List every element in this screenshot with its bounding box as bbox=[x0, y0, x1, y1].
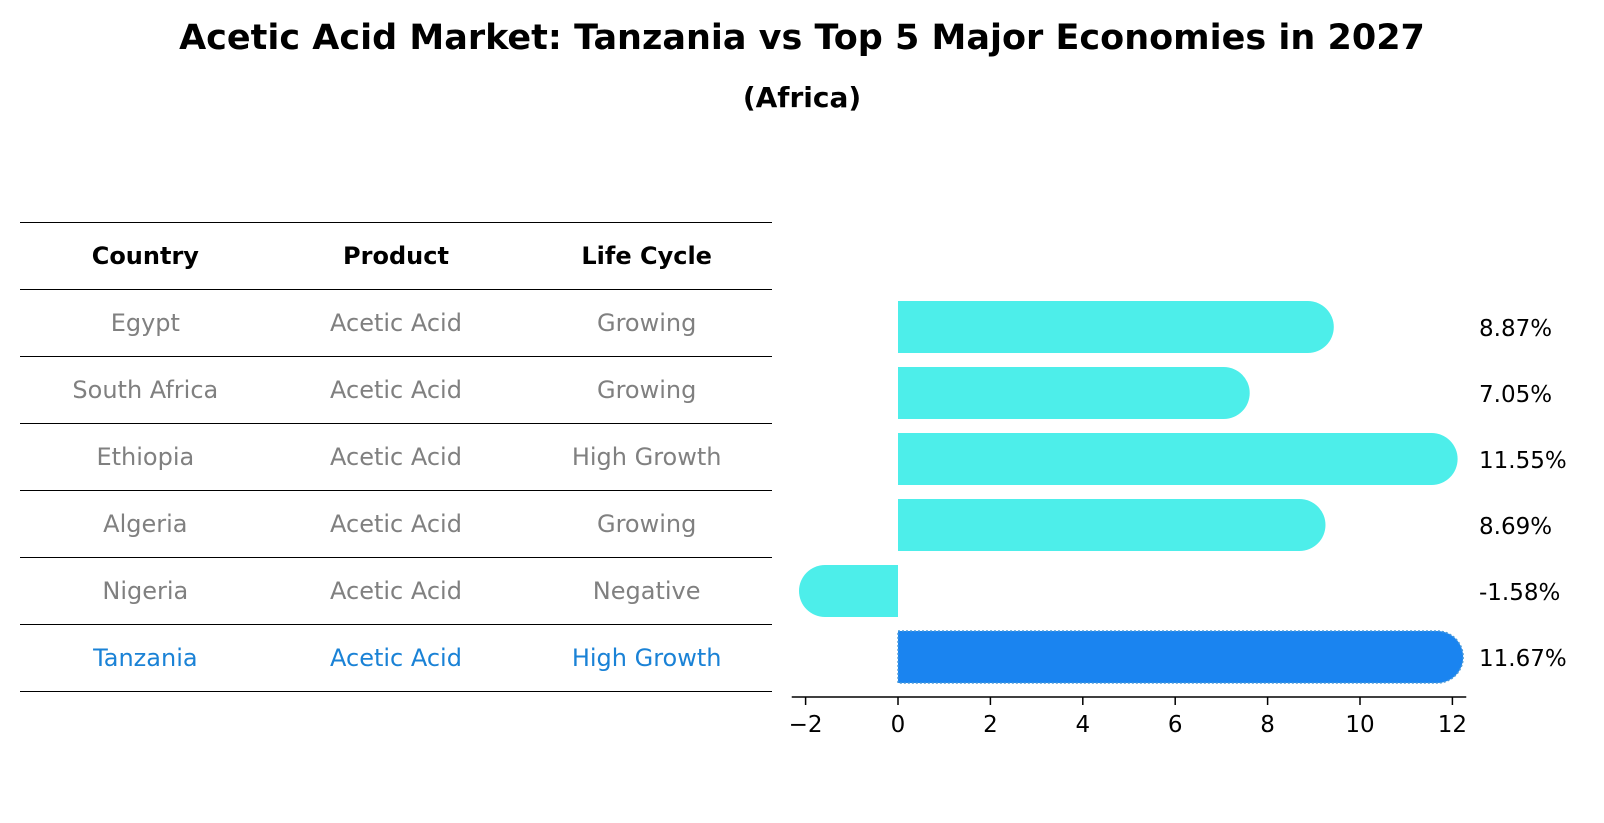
header-country: Country bbox=[20, 222, 271, 290]
cell-life-cycle: Growing bbox=[521, 490, 772, 558]
data-label-tanzania: 11.67% bbox=[1479, 646, 1567, 672]
data-label-south-africa: 7.05% bbox=[1479, 382, 1552, 408]
bar-south-africa bbox=[898, 367, 1250, 419]
x-tick-label: 10 bbox=[1345, 712, 1374, 738]
x-tick-label: −2 bbox=[789, 712, 823, 738]
table-header-row: Country Product Life Cycle bbox=[20, 222, 772, 290]
cell-product: Acetic Acid bbox=[270, 289, 522, 357]
cell-country: Tanzania bbox=[20, 624, 271, 692]
x-tick-label: 8 bbox=[1260, 712, 1275, 738]
bar-ethiopia bbox=[898, 433, 1458, 485]
chart-subtitle: (Africa) bbox=[742, 81, 862, 114]
table-row: Algeria Acetic Acid Growing bbox=[20, 490, 772, 558]
bar-nigeria bbox=[799, 565, 898, 617]
header-product: Product bbox=[270, 222, 522, 290]
cell-life-cycle: Negative bbox=[521, 557, 772, 625]
cell-country: Ethiopia bbox=[20, 423, 271, 491]
cell-product: Acetic Acid bbox=[270, 490, 522, 558]
data-label-nigeria: -1.58% bbox=[1479, 580, 1560, 606]
data-label-algeria: 8.69% bbox=[1479, 514, 1552, 540]
cell-product: Acetic Acid bbox=[270, 624, 522, 692]
cell-life-cycle: High Growth bbox=[521, 423, 772, 491]
cell-country: Egypt bbox=[20, 289, 271, 357]
x-tick-label: 0 bbox=[891, 712, 906, 738]
chart-title: Acetic Acid Market: Tanzania vs Top 5 Ma… bbox=[179, 18, 1425, 58]
data-label-egypt: 8.87% bbox=[1479, 316, 1552, 342]
table-row: South Africa Acetic Acid Growing bbox=[20, 356, 772, 424]
cell-country: Algeria bbox=[20, 490, 271, 558]
x-tick-label: 12 bbox=[1438, 712, 1467, 738]
bar-algeria bbox=[898, 499, 1326, 551]
x-tick-label: 6 bbox=[1168, 712, 1183, 738]
bar-tanzania bbox=[897, 630, 1464, 684]
table-row: Ethiopia Acetic Acid High Growth bbox=[20, 423, 772, 491]
cell-country: South Africa bbox=[20, 356, 271, 424]
cell-product: Acetic Acid bbox=[270, 423, 522, 491]
x-tick-label: 2 bbox=[983, 712, 998, 738]
table-row: Nigeria Acetic Acid Negative bbox=[20, 557, 772, 625]
table-row-highlight: Tanzania Acetic Acid High Growth bbox=[20, 624, 772, 692]
bar-egypt bbox=[898, 301, 1334, 353]
table-row: Egypt Acetic Acid Growing bbox=[20, 289, 772, 357]
cell-life-cycle: High Growth bbox=[521, 624, 772, 692]
x-tick-label: 4 bbox=[1075, 712, 1090, 738]
cell-product: Acetic Acid bbox=[270, 557, 522, 625]
data-label-ethiopia: 11.55% bbox=[1479, 448, 1567, 474]
cell-country: Nigeria bbox=[20, 557, 271, 625]
cell-product: Acetic Acid bbox=[270, 356, 522, 424]
country-table: Country Product Life Cycle Egypt Acetic … bbox=[20, 222, 772, 692]
cell-life-cycle: Growing bbox=[521, 289, 772, 357]
header-life-cycle: Life Cycle bbox=[521, 222, 772, 290]
